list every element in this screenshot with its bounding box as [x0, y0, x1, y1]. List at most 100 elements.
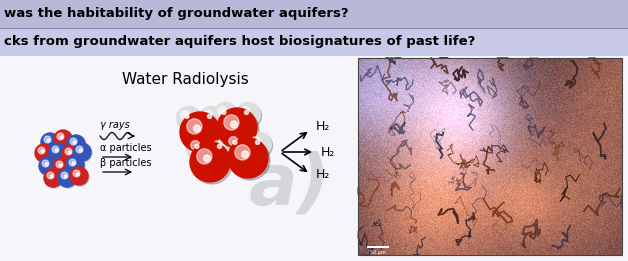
Circle shape — [52, 146, 59, 153]
Circle shape — [180, 112, 220, 152]
Circle shape — [178, 108, 202, 132]
Circle shape — [207, 114, 212, 118]
Circle shape — [63, 146, 81, 164]
Text: a): a) — [249, 151, 331, 220]
Circle shape — [67, 157, 85, 175]
Circle shape — [190, 142, 230, 182]
Text: H₂: H₂ — [316, 121, 330, 133]
Circle shape — [54, 130, 72, 148]
Text: Water Radiolysis: Water Radiolysis — [122, 72, 249, 87]
Circle shape — [219, 110, 259, 150]
Bar — [0, 28, 628, 56]
Circle shape — [235, 145, 250, 160]
Circle shape — [244, 110, 249, 114]
Circle shape — [230, 121, 237, 128]
Circle shape — [41, 133, 59, 151]
Circle shape — [39, 157, 57, 175]
Circle shape — [40, 158, 58, 176]
Circle shape — [42, 134, 60, 152]
Circle shape — [74, 144, 92, 162]
Circle shape — [249, 134, 273, 158]
Circle shape — [65, 148, 72, 155]
Circle shape — [42, 160, 49, 167]
Circle shape — [76, 173, 79, 176]
Circle shape — [215, 104, 239, 128]
Text: α particles: α particles — [100, 143, 151, 153]
Circle shape — [62, 145, 80, 163]
Circle shape — [50, 144, 68, 162]
Circle shape — [73, 143, 91, 161]
Circle shape — [71, 168, 89, 186]
Circle shape — [73, 141, 76, 144]
Circle shape — [47, 172, 54, 179]
Circle shape — [218, 106, 227, 116]
Circle shape — [217, 108, 257, 148]
Circle shape — [47, 139, 50, 142]
Circle shape — [68, 136, 86, 154]
Text: was the habitability of groundwater aquifers?: was the habitability of groundwater aqui… — [4, 8, 349, 21]
Circle shape — [233, 140, 237, 144]
Circle shape — [49, 143, 67, 161]
Text: β particles: β particles — [100, 158, 151, 168]
Circle shape — [230, 140, 270, 180]
Circle shape — [185, 114, 189, 118]
Circle shape — [70, 138, 77, 145]
Circle shape — [45, 163, 48, 166]
Circle shape — [195, 144, 199, 149]
Circle shape — [45, 170, 63, 188]
Circle shape — [73, 170, 80, 177]
Circle shape — [68, 151, 71, 154]
Circle shape — [209, 137, 234, 161]
Circle shape — [181, 111, 190, 120]
Circle shape — [224, 115, 239, 130]
Circle shape — [53, 158, 71, 176]
Text: 50 μm: 50 μm — [370, 250, 386, 255]
Circle shape — [256, 140, 259, 144]
Circle shape — [54, 159, 72, 177]
Text: H₂: H₂ — [321, 145, 335, 158]
Circle shape — [241, 106, 249, 116]
Circle shape — [242, 151, 249, 158]
Circle shape — [182, 114, 222, 154]
Circle shape — [58, 169, 76, 187]
Circle shape — [225, 133, 249, 157]
Circle shape — [41, 150, 44, 153]
Bar — [0, 56, 628, 261]
Text: γ rays: γ rays — [100, 120, 130, 130]
Circle shape — [59, 164, 62, 167]
Circle shape — [210, 138, 234, 162]
Circle shape — [251, 137, 261, 146]
Circle shape — [79, 149, 82, 152]
Circle shape — [35, 144, 53, 162]
Circle shape — [228, 138, 268, 178]
Circle shape — [50, 175, 53, 178]
Circle shape — [66, 156, 84, 174]
Circle shape — [200, 108, 225, 132]
Circle shape — [44, 169, 62, 187]
Circle shape — [203, 155, 210, 162]
Circle shape — [193, 125, 200, 132]
Circle shape — [38, 147, 45, 154]
Circle shape — [55, 131, 73, 149]
Circle shape — [229, 137, 238, 146]
Circle shape — [199, 106, 224, 130]
Circle shape — [203, 111, 212, 120]
Circle shape — [247, 133, 271, 157]
Circle shape — [188, 138, 212, 162]
Circle shape — [60, 136, 63, 139]
Circle shape — [57, 133, 64, 140]
Text: H₂: H₂ — [316, 168, 330, 181]
Bar — [358, 58, 622, 255]
Circle shape — [55, 149, 58, 152]
Circle shape — [44, 136, 51, 143]
Circle shape — [56, 161, 63, 168]
Circle shape — [69, 159, 76, 166]
Circle shape — [76, 146, 83, 153]
Circle shape — [72, 162, 75, 165]
Circle shape — [64, 175, 67, 178]
Circle shape — [197, 149, 212, 164]
Circle shape — [176, 106, 201, 130]
Circle shape — [226, 134, 250, 158]
Circle shape — [36, 145, 54, 163]
Circle shape — [70, 167, 88, 185]
